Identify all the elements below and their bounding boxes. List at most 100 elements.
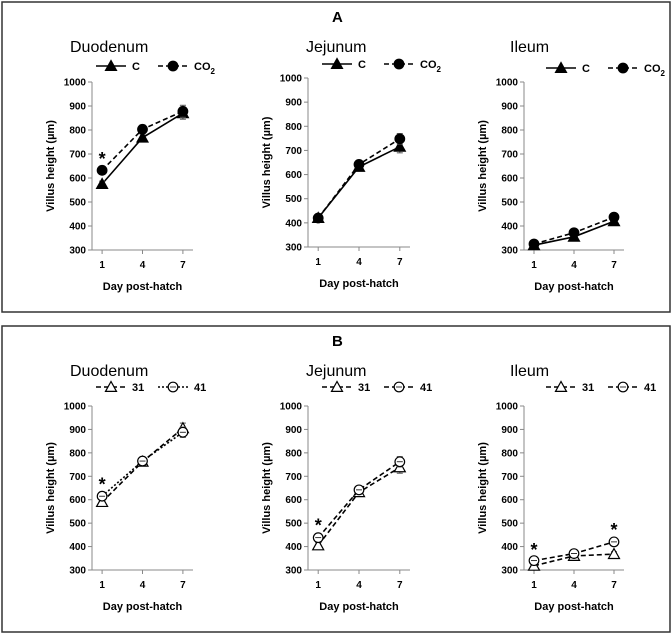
legend-marker [330,380,344,392]
series-co2 [96,104,189,176]
x-tick-label: 7 [611,260,617,271]
chart-jejunum: Jejunum 300 400 500 600 700 800 900 1000 1 4 7 Day p… [261,363,432,613]
y-tick-label: 700 [501,472,518,483]
y-tick-label: 500 [285,519,302,530]
data-point [394,133,406,145]
data-point [568,227,580,239]
legend-label: C [582,63,590,75]
legend-marker [554,61,568,74]
y-tick-label: 600 [69,495,86,506]
y-tick-label: 900 [501,102,518,113]
x-tick-label: 4 [571,580,577,591]
data-point [311,538,325,551]
x-tick-label: 7 [397,257,403,268]
legend-label-text: 31 [358,382,370,394]
y-tick-label: 300 [285,566,302,577]
x-tick-label: 1 [531,260,537,271]
legend-label: CO2 [420,59,442,74]
legend-marker [104,380,118,392]
y-tick-label: 500 [69,198,86,209]
legend-label-subscript: 2 [211,67,216,76]
data-point [137,123,148,135]
legend-label-text: 41 [194,382,206,394]
y-tick-label: 600 [501,495,518,506]
series-co2 [528,211,620,250]
y-tick-label: 600 [285,495,302,506]
y-tick-label: 800 [69,126,86,137]
y-tick-label: 400 [285,218,302,229]
y-tick-label: 1000 [280,402,303,413]
series-line [317,461,401,539]
y-tick-label: 400 [501,222,518,233]
legend-label-text: CO [194,61,211,73]
legend-label-text: C [132,61,140,73]
y-tick-label: 300 [501,246,518,257]
x-tick-label: 7 [180,260,186,271]
y-tick-label: 400 [285,542,302,553]
x-tick-label: 4 [140,260,146,271]
x-tick-label: 1 [315,580,321,591]
legend-label-text: C [358,59,366,71]
legend-label: C [132,61,140,73]
panel-box-b [1,325,671,633]
legend-label-subscript: 2 [661,69,666,78]
legend-marker [330,57,344,70]
x-tick-label: 4 [140,580,146,591]
y-tick-label: 1000 [280,74,303,85]
legend-label: 31 [582,382,594,394]
y-tick-label: 300 [69,566,86,577]
y-tick-label: 400 [69,222,86,233]
legend-label-text: CO [420,59,437,71]
x-axis-label: Day post-hatch [534,281,614,293]
panel-box-a [1,1,671,313]
legend-marker [104,59,118,72]
x-tick-label: 4 [571,260,577,271]
legend-label: 31 [132,382,144,394]
data-point [135,130,150,143]
x-axis-label: Day post-hatch [319,601,399,613]
y-tick-label: 700 [285,472,302,483]
chart-title: Jejunum [306,363,366,380]
data-point [96,164,108,176]
legend-label: CO2 [194,61,216,76]
legend-label: 41 [644,382,656,394]
y-axis-label: Villus height (µm) [477,120,489,212]
legend-label: 41 [194,382,206,394]
y-tick-label: 600 [69,174,86,185]
legend-label-text: CO [644,63,661,75]
data-point [177,105,189,117]
series-line [317,138,401,219]
data-point [608,211,620,223]
legend-marker [554,380,568,392]
significance-star: * [530,540,537,560]
legend: C CO2 [546,61,666,78]
y-tick-label: 700 [69,472,86,483]
panel-label: A [332,9,343,26]
x-axis-label: Day post-hatch [319,278,399,290]
x-tick-label: 1 [99,580,105,591]
y-tick-label: 700 [285,146,302,157]
legend: C CO2 [96,59,216,76]
y-tick-label: 800 [285,448,302,459]
chart-title: Duodenum [70,363,148,380]
y-tick-label: 800 [69,448,86,459]
y-tick-label: 500 [501,198,518,209]
y-tick-label: 500 [285,194,302,205]
series-41 [528,536,620,567]
chart-ileum: Ileum 300 400 500 600 700 800 900 1000 1 4 7 Day pos… [477,39,666,293]
y-tick-label: 1000 [64,402,87,413]
y-tick-label: 800 [501,448,518,459]
y-tick-label: 400 [501,542,518,553]
x-tick-label: 4 [356,580,362,591]
y-tick-label: 900 [69,425,86,436]
legend: C CO2 [322,57,442,74]
significance-star: * [99,149,106,169]
y-tick-label: 600 [501,174,518,185]
legend-label: C [358,59,366,71]
y-tick-label: 1000 [496,78,519,89]
series-co2 [312,133,406,224]
legend-label-subscript: 2 [437,65,442,74]
chart-title: Duodenum [70,39,148,56]
legend-label-text: 41 [420,382,432,394]
